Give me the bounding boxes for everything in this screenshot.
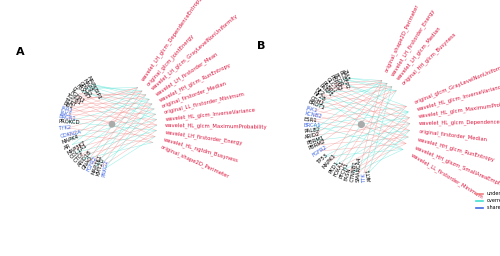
Text: MAPK8IP1: MAPK8IP1 [86,76,102,101]
Text: FOXA1: FOXA1 [333,159,345,177]
Text: wavelet_HH_glcm_RunEntropy: wavelet_HH_glcm_RunEntropy [416,137,495,163]
Text: ARID2: ARID2 [304,131,322,140]
Text: PBRM1: PBRM1 [306,135,325,146]
Text: wavelet_LL_firstorder_Minimum: wavelet_LL_firstorder_Minimum [410,152,484,200]
Text: JAK1: JAK1 [60,110,72,117]
Text: BRDT1: BRDT1 [307,100,326,111]
Text: GNAQ: GNAQ [81,155,94,170]
Text: PROKCD: PROKCD [58,119,80,125]
Text: JAK1: JAK1 [306,105,318,113]
Text: JAR1: JAR1 [60,105,74,114]
Text: original_shape2D_Perimeter: original_shape2D_Perimeter [160,143,230,179]
Text: wavelet_HL_glcm_InverseVariance: wavelet_HL_glcm_InverseVariance [164,106,256,122]
Text: KCNB2: KCNB2 [304,111,322,119]
Text: BRCA1: BRCA1 [59,114,77,122]
Text: PBRM3: PBRM3 [328,74,342,92]
Text: original_HH_glcm_Busyness: original_HH_glcm_Busyness [401,31,458,86]
Text: CTNNB1: CTNNB1 [350,160,358,182]
Text: TP53: TP53 [316,152,329,164]
Text: wavelet_LH_firstorder_Energy: wavelet_LH_firstorder_Energy [164,129,243,145]
Text: original_LL_firstorder_Minimum: original_LL_firstorder_Minimum [164,91,246,115]
Text: LT: LT [72,86,78,93]
Text: wavelet_LH_glcm_DependenceEntropy: wavelet_LH_glcm_DependenceEntropy [140,0,203,82]
Text: MAPK4: MAPK4 [61,134,80,145]
Text: original_glcm_GrayLevelNonUniformityNormalized: original_glcm_GrayLevelNonUniformityNorm… [414,50,500,105]
Text: BCBFP2: BCBFP2 [338,70,349,91]
Circle shape [110,122,114,127]
Text: FBXW7: FBXW7 [74,83,91,100]
Text: AKT1: AKT1 [366,168,373,182]
Text: wavelet_HL_ngtdm_Busyness: wavelet_HL_ngtdm_Busyness [162,136,239,163]
Text: MAP8: MAP8 [82,78,94,93]
Text: PBRM2: PBRM2 [308,139,326,151]
Text: wavelet_LH_glcm_GrayLevelNonUniformity: wavelet_LH_glcm_GrayLevelNonUniformity [150,13,240,91]
Text: PKD1: PKD1 [328,160,340,174]
Text: CDKN2A: CDKN2A [60,129,82,139]
Text: GPR32: GPR32 [78,80,92,97]
Text: ZJA5: ZJA5 [342,69,350,81]
Text: COL1A1: COL1A1 [69,143,88,160]
Text: FASN: FASN [344,167,352,181]
Text: BCOR: BCOR [333,72,344,87]
Text: FGFR1: FGFR1 [68,89,85,104]
Text: FGFR2: FGFR2 [312,145,328,158]
Text: CDH1: CDH1 [309,95,324,106]
Text: NF2B: NF2B [312,91,326,103]
Text: MAP3K7: MAP3K7 [66,140,86,155]
Text: ARID1B: ARID1B [76,149,93,167]
Text: original_shape2D_Perimeter: original_shape2D_Perimeter [383,3,420,73]
Text: wavelet_HL_glcm_DependenceEntropy: wavelet_HL_glcm_DependenceEntropy [419,119,500,126]
Text: FGFR2: FGFR2 [86,155,98,173]
Text: wavelet_HL_glcm_MaximumProbability: wavelet_HL_glcm_MaximumProbability [166,122,268,130]
Text: ESR1: ESR1 [304,117,318,123]
Text: TERT: TERT [64,97,78,108]
Text: BRCA1: BRCA1 [304,123,321,128]
Legend: underrepresented, overrepresented, shared mutated genes: underrepresented, overrepresented, share… [474,189,500,212]
Text: wavelet_HH_glszm_SmallAreaEmphasis: wavelet_HH_glszm_SmallAreaEmphasis [414,144,500,190]
Text: TGFB1: TGFB1 [66,93,83,107]
Text: MAPK1: MAPK1 [322,153,337,170]
Text: wavelet_LH_glcm_Median: wavelet_LH_glcm_Median [396,25,442,81]
Text: A: A [16,47,24,57]
Text: wavelet_LH_firstorder_Mean: wavelet_LH_firstorder_Mean [154,50,220,97]
Text: wavelet_HL_glcm_InverseVariance: wavelet_HL_glcm_InverseVariance [416,83,500,112]
Text: original_firstorder_Median: original_firstorder_Median [161,80,228,109]
Text: PALB2: PALB2 [304,127,320,134]
Text: RB1: RB1 [62,101,74,110]
Text: MAP3K1: MAP3K1 [90,153,103,175]
Text: B: B [258,41,266,51]
Text: NF2: NF2 [314,87,326,97]
Text: PTCH1: PTCH1 [338,162,349,179]
Text: PABP1: PABP1 [321,80,336,95]
Text: PARP1: PARP1 [318,83,333,98]
Text: TYK2: TYK2 [58,125,72,131]
Text: PRKG2: PRKG2 [101,159,109,177]
Text: original_glcm_JointEnergy: original_glcm_JointEnergy [146,32,196,87]
Text: SMARCA4: SMARCA4 [356,157,362,182]
Text: wavelet_LH_firstorder_Energy: wavelet_LH_firstorder_Energy [390,7,436,77]
Text: KMT2D: KMT2D [96,157,106,176]
Text: wavelet_HH_glcm_RunEntropy: wavelet_HH_glcm_RunEntropy [158,61,232,103]
Text: wavelet_HL_glcm_MaximumProbability: wavelet_HL_glcm_MaximumProbability [418,99,500,119]
Text: GLCT7: GLCT7 [324,77,339,93]
Text: original_firstorder_Median: original_firstorder_Median [418,129,488,143]
Circle shape [358,122,364,127]
Text: TTK: TTK [362,172,367,182]
Text: AR: AR [64,143,72,151]
Text: CTCF: CTCF [72,151,86,164]
